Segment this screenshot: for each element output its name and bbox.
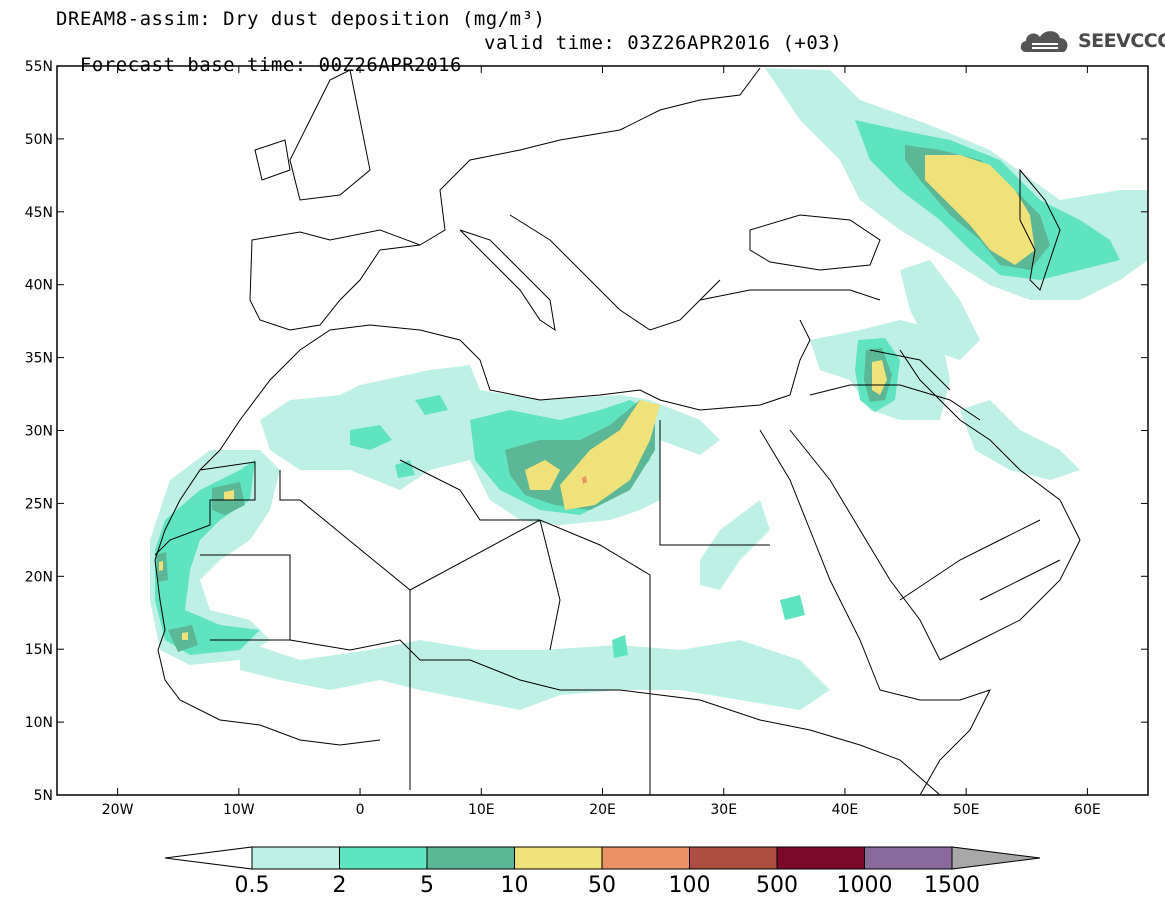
forecast-base-time: Forecast base time: 00Z26APR2016 <box>79 54 462 76</box>
colorbar-swatch <box>601 846 690 870</box>
coast-arabia <box>899 349 1081 661</box>
seevccc-logo: SEEVCCC <box>1018 26 1165 56</box>
colorbar-swatch <box>776 846 865 870</box>
coast-uk <box>289 69 371 201</box>
lat-tick-label: 20N <box>25 569 53 585</box>
lon-tick-label: 40E <box>832 802 859 818</box>
colorbar-label: 500 <box>756 873 798 898</box>
colorbar-swatch <box>689 846 778 870</box>
colorbar-over-triangle <box>951 846 1041 870</box>
lon-tick-label: 30E <box>710 802 737 818</box>
coastlines-borders <box>154 67 1081 796</box>
coast-west-africa <box>154 419 381 746</box>
colorbar-label: 5 <box>420 873 434 898</box>
coast-iberia <box>249 244 421 331</box>
lat-tick-label: 15N <box>25 642 53 658</box>
coast-red-sea <box>759 429 941 691</box>
lat-tick-label: 50N <box>25 132 53 148</box>
coast-adriatic-balkans <box>509 214 721 331</box>
colorbar-label: 2 <box>333 873 347 898</box>
colorbar-swatch <box>426 846 515 870</box>
coast-europe-west <box>249 67 761 301</box>
lon-tick-label: 60E <box>1074 802 1101 818</box>
coast-turkey <box>699 289 881 301</box>
cloud-logo-icon <box>1020 31 1068 52</box>
lon-tick-label: 50E <box>953 802 980 818</box>
colorbar-label: 0.5 <box>235 873 270 898</box>
shade-arabia-north <box>960 400 1080 480</box>
coast-levant <box>789 319 811 396</box>
colorbar-label: 50 <box>588 873 616 898</box>
lat-tick-label: 30N <box>25 424 53 440</box>
lat-tick-label: 5N <box>34 788 53 804</box>
border-sahara-1 <box>279 470 651 795</box>
shade-caucasus-yellow <box>925 155 1035 265</box>
shade-west-dark <box>156 482 245 652</box>
colorbar-swatch <box>339 846 428 870</box>
border-sahara-2 <box>399 420 770 651</box>
lat-tick-label: 45N <box>25 205 53 221</box>
coast-italy <box>459 229 556 332</box>
shade-libya-yellow2 <box>525 460 560 490</box>
border-arabia <box>899 519 1061 601</box>
lat-tick-label: 55N <box>25 59 53 75</box>
valid-time: valid time: 03Z26APR2016 (+03) <box>484 32 843 54</box>
colorbar-swatch <box>864 846 953 870</box>
lat-tick-label: 40N <box>25 278 53 294</box>
lon-tick-label: 20W <box>102 802 134 818</box>
colorbar-label: 100 <box>669 873 711 898</box>
coast-horn <box>879 689 991 796</box>
coast-ireland <box>254 139 291 181</box>
colorbar-label: 1500 <box>924 873 980 898</box>
dust-shading <box>150 68 1148 710</box>
colorbar-swatch <box>514 846 603 870</box>
longitude-axis: 20W 10W 0 10E 20E 30E 40E 50E 60E <box>102 66 1101 818</box>
lat-tick-label: 10N <box>25 715 53 731</box>
colorbar: 0.5 2 5 10 50 100 500 1000 1500 <box>164 846 1041 898</box>
colorbar-swatch <box>251 846 340 870</box>
coast-black-sea <box>749 214 881 271</box>
map-title: DREAM8-assim: Dry dust deposition (mg/m³… <box>56 8 546 30</box>
border-mali <box>154 461 291 641</box>
border-middle-east <box>809 349 981 421</box>
coast-north-africa <box>239 324 791 421</box>
shade-iraq-yellow <box>872 360 887 395</box>
map-subtitle: Forecast base time: 00Z26APR2016 valid t… <box>56 32 842 98</box>
lon-tick-label: 10W <box>223 802 255 818</box>
logo-text: SEEVCCC <box>1078 30 1165 52</box>
lon-tick-label: 0 <box>356 802 365 818</box>
border-sahel-2 <box>289 639 701 701</box>
lat-tick-label: 25N <box>25 496 53 512</box>
lon-tick-label: 10E <box>468 802 495 818</box>
shade-sahel <box>240 640 830 710</box>
shade-turkey-east <box>900 260 980 360</box>
colorbar-under-triangle <box>164 846 253 870</box>
colorbar-label: 1000 <box>837 873 893 898</box>
colorbar-label: 10 <box>501 873 529 898</box>
border-east-africa <box>699 699 941 796</box>
lat-tick-label: 35N <box>25 351 53 367</box>
lon-tick-label: 20E <box>589 802 616 818</box>
coast-caspian <box>1019 168 1061 291</box>
latitude-axis: 55N 50N 45N 40N 35N 30N 25N 20N 15N 10N 5N <box>25 59 1148 804</box>
shade-libya-orange <box>582 476 587 484</box>
